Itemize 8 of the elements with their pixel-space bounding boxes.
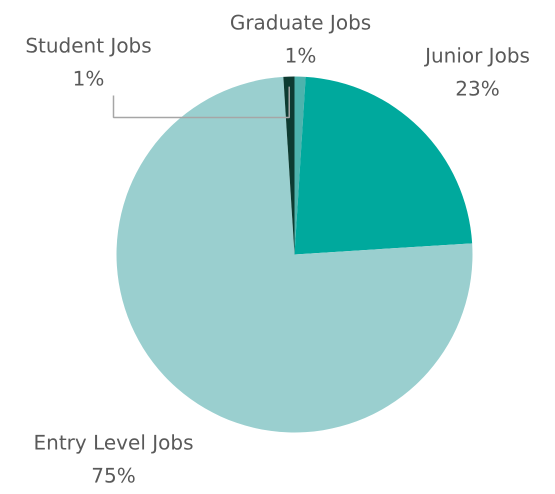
data-label: 1% bbox=[72, 66, 104, 90]
slice-label: Graduate Jobs bbox=[230, 10, 372, 34]
data-label: 1% bbox=[284, 44, 316, 68]
slice-label: Junior Jobs bbox=[423, 44, 530, 68]
slice-label: Student Jobs bbox=[25, 34, 152, 58]
data-label: 75% bbox=[91, 464, 136, 488]
data-label: 23% bbox=[455, 76, 500, 100]
slice-label: Entry Level Jobs bbox=[34, 430, 194, 454]
